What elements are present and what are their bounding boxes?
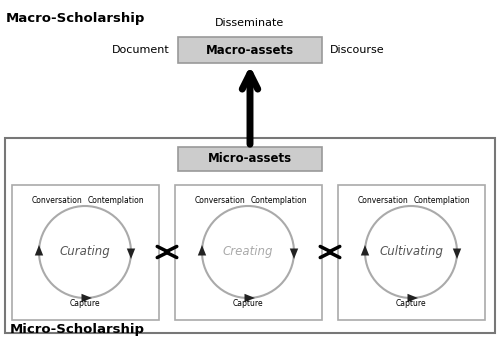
Text: Capture: Capture: [70, 299, 100, 308]
FancyBboxPatch shape: [175, 185, 322, 320]
Text: Contemplation: Contemplation: [88, 196, 144, 205]
Text: Conversation: Conversation: [194, 196, 245, 205]
FancyBboxPatch shape: [5, 138, 495, 333]
Text: Curating: Curating: [60, 246, 110, 258]
Text: Micro-assets: Micro-assets: [208, 152, 292, 165]
Polygon shape: [361, 245, 369, 255]
FancyBboxPatch shape: [178, 147, 322, 171]
Text: Macro-Scholarship: Macro-Scholarship: [6, 12, 145, 25]
Text: Disseminate: Disseminate: [216, 18, 284, 28]
FancyBboxPatch shape: [338, 185, 485, 320]
Text: Capture: Capture: [232, 299, 264, 308]
Text: Creating: Creating: [223, 246, 273, 258]
Text: Macro-assets: Macro-assets: [206, 44, 294, 57]
FancyBboxPatch shape: [12, 185, 159, 320]
Text: Capture: Capture: [396, 299, 426, 308]
Polygon shape: [408, 294, 418, 302]
Polygon shape: [198, 245, 206, 255]
Text: Discourse: Discourse: [330, 45, 384, 55]
Text: Contemplation: Contemplation: [251, 196, 308, 205]
Polygon shape: [82, 294, 92, 302]
Text: Conversation: Conversation: [31, 196, 82, 205]
Text: Conversation: Conversation: [357, 196, 408, 205]
Polygon shape: [127, 249, 135, 259]
Text: Document: Document: [112, 45, 170, 55]
Text: Micro-Scholarship: Micro-Scholarship: [10, 323, 145, 336]
Text: Cultivating: Cultivating: [379, 246, 443, 258]
Text: Contemplation: Contemplation: [414, 196, 470, 205]
Polygon shape: [290, 249, 298, 259]
Polygon shape: [35, 245, 43, 255]
Polygon shape: [453, 249, 461, 259]
FancyBboxPatch shape: [178, 37, 322, 63]
Polygon shape: [244, 294, 255, 302]
